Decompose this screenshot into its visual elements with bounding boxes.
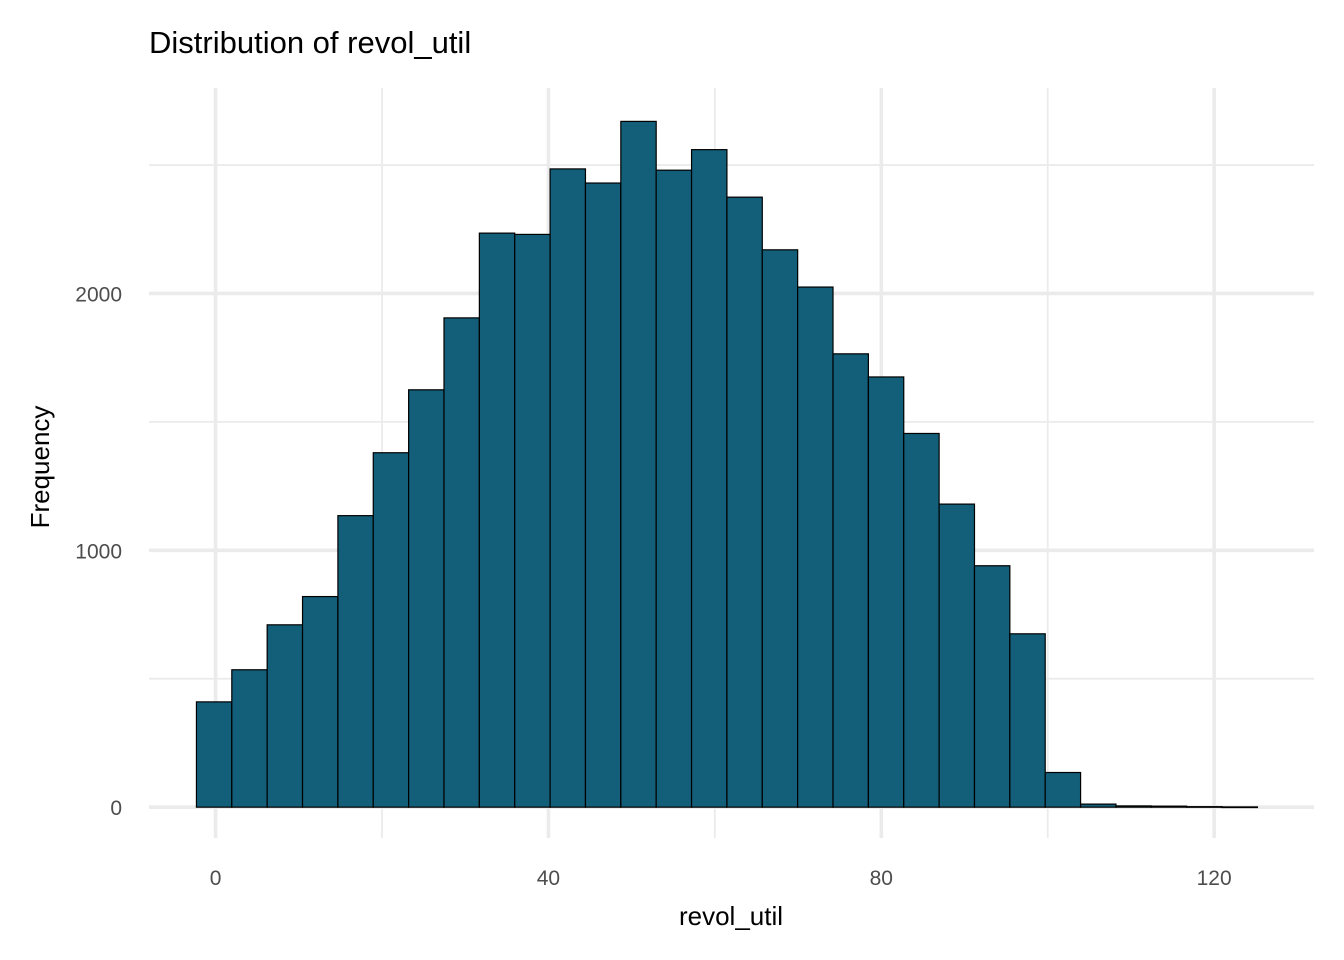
x-axis-tick-labels: 0 40 80 120 [210,867,1232,890]
histogram-bar [973,565,1011,808]
histogram-bar [301,595,339,808]
histogram-bar [1079,803,1117,808]
histogram-bar [1044,771,1082,808]
histogram-bar [478,232,516,808]
x-axis-title: revol_util [679,901,783,931]
histogram-bar [266,624,304,808]
histogram-bar [797,286,834,808]
histogram-bar [337,515,374,808]
histogram-bar [690,149,728,808]
x-tick-label: 0 [210,867,222,890]
histogram-bar [867,376,905,808]
x-tick-label: 40 [537,867,560,890]
histogram-bar [443,317,480,808]
x-tick-label: 120 [1197,867,1232,890]
histogram-bar [620,120,657,808]
histogram-bar [372,452,410,808]
histogram-bar [1221,806,1259,809]
x-tick-label: 80 [870,867,893,890]
histogram-bar [549,168,587,808]
histogram-bar [726,196,763,808]
y-tick-label: 1000 [75,540,122,563]
histogram-bars [195,120,1259,809]
histogram-bar [1150,805,1188,808]
histogram-bar [231,669,268,808]
y-tick-label: 2000 [75,283,122,306]
histogram-bar [1186,806,1223,808]
chart-title: Distribution of revol_util [149,25,471,60]
histogram-bar [195,701,233,808]
y-tick-label: 0 [110,797,122,820]
histogram-bar [1115,805,1152,808]
histogram-bar [655,169,693,808]
y-axis-title: Frequency [25,406,55,529]
histogram-bar [761,249,799,808]
histogram-bar [1009,633,1046,808]
histogram-bar [903,432,940,808]
histogram-bar [584,182,622,808]
histogram-bar [514,233,551,808]
histogram-bar [938,503,976,808]
histogram-bar [832,353,869,808]
histogram-bar [408,389,445,808]
y-axis-tick-labels: 0 1000 2000 [75,283,122,820]
